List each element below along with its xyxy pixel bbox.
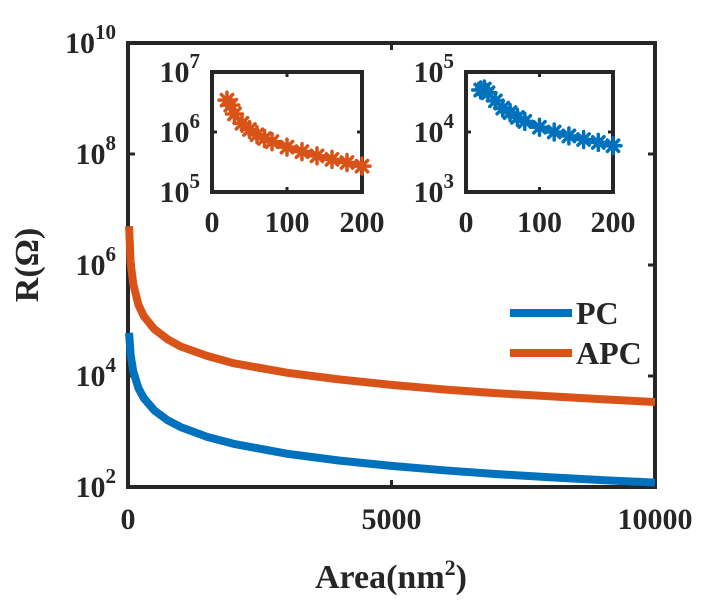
y-axis-label: R(Ω) xyxy=(9,228,46,302)
inset-pc-marker xyxy=(573,129,594,150)
main-y-tick-label: 1010 xyxy=(65,20,116,60)
main-x-tick-label: 10000 xyxy=(618,503,693,536)
inset-pc-marker xyxy=(544,122,564,142)
main-x-tick-label: 0 xyxy=(121,503,136,536)
inset-apc-y-tick-label: 105 xyxy=(160,169,201,209)
legend-label-apc: APC xyxy=(576,335,642,371)
series-line-apc xyxy=(125,226,656,406)
inset-apc-marker xyxy=(292,141,312,162)
main-y-tick-label: 108 xyxy=(76,131,117,171)
series-line-pc xyxy=(125,332,656,487)
main-y-tick-label: 106 xyxy=(76,242,117,282)
inset-pc-marker xyxy=(529,117,550,137)
inset-apc-x-tick-label: 200 xyxy=(340,206,385,239)
inset-pc-marker xyxy=(603,135,623,156)
inset-apc-marker xyxy=(337,152,357,173)
inset-apc-marker xyxy=(352,156,372,176)
inset-apc-series xyxy=(217,90,372,176)
inset-apc-y-tick-label: 106 xyxy=(160,109,201,149)
inset-pc-marker xyxy=(515,111,535,132)
inset-pc-y-tick-label: 104 xyxy=(414,109,455,149)
inset-pc-y-tick-label: 103 xyxy=(414,169,455,209)
inset-apc-marker xyxy=(262,131,282,152)
inset-apc-marker xyxy=(277,137,297,157)
main-plot-frame xyxy=(126,41,657,489)
legend: PC APC xyxy=(510,295,642,371)
inset-apc-frame xyxy=(210,70,364,194)
inset-pc-x-tick-label: 0 xyxy=(459,206,474,239)
inset-apc-ticks: 0 100 200 105 106 107 xyxy=(160,49,385,239)
inset-apc-x-tick-label: 100 xyxy=(265,206,310,239)
main-series-lines xyxy=(125,226,656,487)
inset-pc-x-tick-label: 100 xyxy=(517,206,562,239)
inset-pc-x-tick-label: 200 xyxy=(591,206,636,239)
inset-pc-marker xyxy=(588,132,609,153)
inset-apc-marker xyxy=(307,146,327,166)
inset-apc-x-tick-label: 0 xyxy=(205,206,220,239)
main-y-tick-label: 102 xyxy=(76,464,117,504)
inset-pc-marker xyxy=(559,126,579,146)
main-x-tick-label: 5000 xyxy=(362,503,422,536)
inset-apc-marker xyxy=(322,149,342,170)
main-y-tick-label: 104 xyxy=(76,353,117,393)
inset-apc-y-tick-label: 107 xyxy=(160,49,201,89)
legend-label-pc: PC xyxy=(576,295,619,331)
inset-pc-ticks: 0 100 200 103 104 105 xyxy=(414,49,636,239)
x-axis-label: Area(nm2) xyxy=(315,555,467,596)
inset-pc-y-tick-label: 105 xyxy=(414,49,455,89)
inset-pc-series xyxy=(470,79,623,156)
